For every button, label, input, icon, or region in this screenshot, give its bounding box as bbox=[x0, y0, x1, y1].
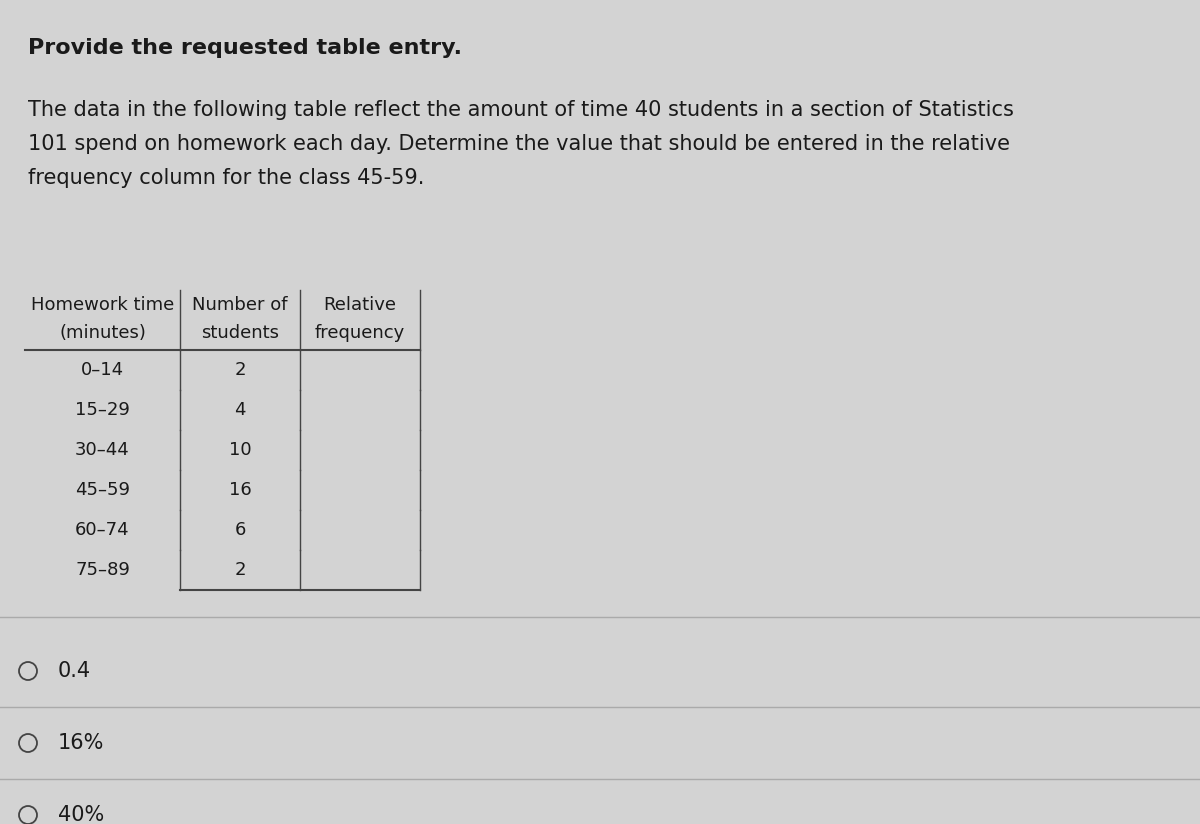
Text: 75–89: 75–89 bbox=[76, 561, 130, 579]
Text: 101 spend on homework each day. Determine the value that should be entered in th: 101 spend on homework each day. Determin… bbox=[28, 134, 1010, 154]
Text: 0–14: 0–14 bbox=[80, 361, 124, 379]
Text: 15–29: 15–29 bbox=[76, 401, 130, 419]
Text: (minutes): (minutes) bbox=[59, 324, 146, 342]
Text: 6: 6 bbox=[234, 521, 246, 539]
Text: 0.4: 0.4 bbox=[58, 661, 91, 681]
Text: students: students bbox=[202, 324, 278, 342]
Text: frequency: frequency bbox=[314, 324, 406, 342]
Text: 4: 4 bbox=[234, 401, 246, 419]
Text: 16%: 16% bbox=[58, 733, 104, 753]
Text: 60–74: 60–74 bbox=[76, 521, 130, 539]
Text: Homework time: Homework time bbox=[31, 296, 174, 314]
Text: 16: 16 bbox=[229, 481, 251, 499]
Text: Number of: Number of bbox=[192, 296, 288, 314]
Text: Relative: Relative bbox=[324, 296, 396, 314]
Text: Provide the requested table entry.: Provide the requested table entry. bbox=[28, 38, 462, 58]
Text: 45–59: 45–59 bbox=[74, 481, 130, 499]
Text: 40%: 40% bbox=[58, 805, 104, 824]
Text: frequency column for the class 45-59.: frequency column for the class 45-59. bbox=[28, 168, 425, 188]
Text: The data in the following table reflect the amount of time 40 students in a sect: The data in the following table reflect … bbox=[28, 100, 1014, 120]
Text: 10: 10 bbox=[229, 441, 251, 459]
Text: 2: 2 bbox=[234, 561, 246, 579]
Text: 30–44: 30–44 bbox=[76, 441, 130, 459]
Text: 2: 2 bbox=[234, 361, 246, 379]
